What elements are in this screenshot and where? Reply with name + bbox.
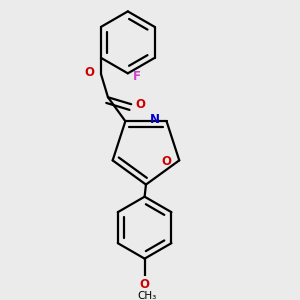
Text: O: O bbox=[140, 278, 150, 290]
Text: O: O bbox=[135, 98, 145, 111]
Text: O: O bbox=[84, 66, 94, 79]
Text: F: F bbox=[133, 70, 141, 83]
Text: N: N bbox=[150, 112, 160, 126]
Text: CH₃: CH₃ bbox=[138, 291, 157, 300]
Text: O: O bbox=[162, 155, 172, 168]
